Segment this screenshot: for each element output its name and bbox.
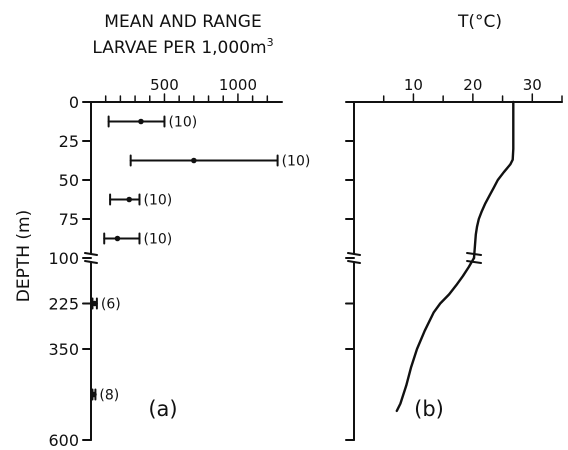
panel-b-title: T(°C) (457, 12, 502, 32)
panel-b-x-tick-label: 10 (404, 76, 423, 94)
panel-a-y-tick-label: 0 (69, 93, 79, 112)
panel-a-sample-size-label: (10) (143, 232, 172, 248)
panel-b-curve-break-mark (466, 260, 483, 264)
panel-a-y-tick-label: 225 (48, 295, 79, 314)
panel-a-sample-size-label: (10) (282, 154, 311, 170)
y-axis-label: DEPTH (m) (14, 210, 34, 302)
panel-a-mean-point (114, 235, 121, 242)
panel-a-y-tick-label: 75 (59, 210, 79, 229)
panel-a-title-line1: MEAN AND RANGE (104, 12, 261, 32)
panel-a-mean-point (126, 196, 132, 203)
panel-a-sample-size-label: (10) (168, 115, 197, 131)
panel-a-y-tick-label: 350 (48, 340, 79, 359)
panel-a-title-line2: LARVAE PER 1,000m3 (92, 36, 273, 58)
panel-a-mean-point (138, 118, 144, 125)
panel-a-sample-size-label: (10) (143, 193, 172, 209)
panel-a-y-tick-label: 50 (59, 171, 79, 190)
panel-a-x-tick-label: 1000 (219, 76, 257, 94)
panel-b-temperature-line-lower (395, 256, 476, 413)
panel-b-axis-break-mark (347, 252, 361, 256)
panel-b-x-tick-label: 30 (523, 76, 542, 94)
panel-b-label: (b) (414, 397, 444, 421)
panel-b-x-tick-label: 20 (463, 76, 482, 94)
panel-a-mean-point (91, 391, 97, 398)
panel-a-sample-size-label: (6) (101, 297, 121, 313)
panel-a-y-tick-label: 25 (59, 132, 79, 151)
panel-a-y-tick-label: 100 (48, 249, 79, 268)
panel-a-axis-break-mark (84, 252, 98, 256)
panel-a-mean-point (91, 300, 98, 307)
panel-a-title-superscript: 3 (267, 36, 274, 49)
panel-b-temperature-line-upper (472, 100, 515, 260)
panel-a-x-tick-label: 500 (150, 76, 179, 94)
panel-b-plot: 10 20 30 (345, 76, 563, 441)
panel-a-axis-break-mark (84, 260, 98, 264)
panel-a-title-units: LARVAE PER 1,000m (92, 38, 266, 58)
panel-a-sample-size-label: (8) (99, 388, 119, 404)
panel-a-plot: 500 1000 0 25 50 75 100 225 350 600 (10) (10) (10) (1… (48, 76, 310, 450)
panel-a-mean-point (191, 157, 197, 164)
panel-b-axis-break-mark (347, 260, 361, 264)
panel-a-y-tick-label: 600 (48, 431, 79, 450)
panel-b-curve-break-mark (466, 252, 483, 256)
panel-a-label: (a) (148, 397, 177, 421)
